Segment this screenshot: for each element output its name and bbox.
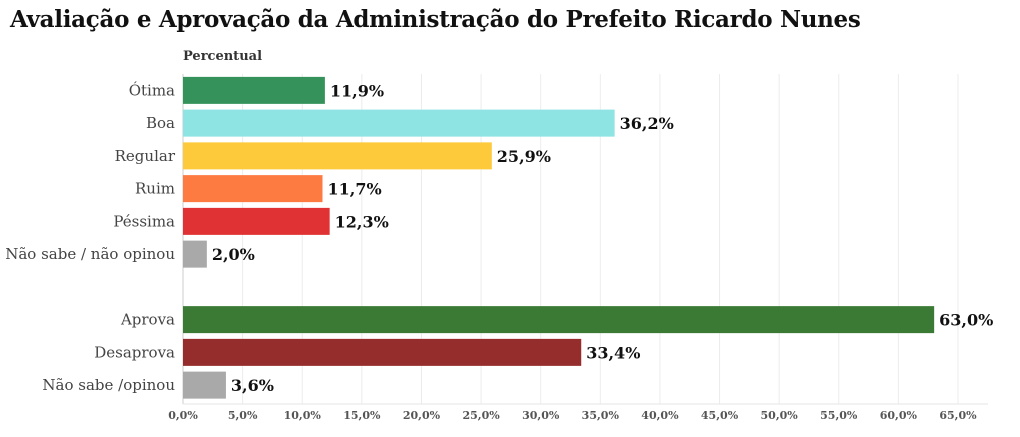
chart-title: Avaliação e Aprovação da Administração d… xyxy=(10,6,861,33)
category-label: Péssima xyxy=(113,212,175,230)
category-label: Não sabe / não opinou xyxy=(5,245,175,263)
data-label: 2,0% xyxy=(212,245,255,264)
x-tick-label: 35,0% xyxy=(582,409,620,422)
axis-title: Percentual xyxy=(183,49,262,64)
x-tick-label: 60,0% xyxy=(880,409,918,422)
category-label: Desaprova xyxy=(94,343,175,361)
data-label: 12,3% xyxy=(335,212,389,231)
x-tick-label: 55,0% xyxy=(820,409,858,422)
x-tick-label: 10,0% xyxy=(284,409,322,422)
category-label: Boa xyxy=(146,114,175,132)
x-tick-label: 5,0% xyxy=(228,409,258,422)
x-tick-label: 45,0% xyxy=(701,409,739,422)
bar xyxy=(183,306,935,334)
data-label: 11,9% xyxy=(330,81,384,100)
category-label: Ótima xyxy=(129,81,175,99)
x-tick-label: 20,0% xyxy=(403,409,441,422)
bar xyxy=(183,240,207,268)
bar xyxy=(183,142,492,170)
x-tick-label: 0,0% xyxy=(168,409,198,422)
x-tick-label: 30,0% xyxy=(522,409,560,422)
data-label: 3,6% xyxy=(231,376,274,395)
category-label: Ruim xyxy=(135,180,175,198)
data-label: 36,2% xyxy=(620,114,674,133)
x-tick-label: 25,0% xyxy=(462,409,500,422)
bar xyxy=(183,338,582,366)
data-label: 11,7% xyxy=(328,180,382,199)
x-tick-label: 50,0% xyxy=(761,409,799,422)
category-label: Regular xyxy=(115,147,176,165)
x-tick-label: 15,0% xyxy=(343,409,381,422)
bar xyxy=(183,207,330,235)
data-label: 25,9% xyxy=(497,147,551,166)
bar xyxy=(183,109,615,137)
bar xyxy=(183,76,325,104)
category-label: Não sabe /opinou xyxy=(42,376,175,394)
data-label: 33,4% xyxy=(586,343,640,362)
category-label: Aprova xyxy=(120,311,175,329)
x-tick-label: 40,0% xyxy=(641,409,679,422)
data-label: 63,0% xyxy=(939,311,993,330)
bar xyxy=(183,175,323,203)
bar xyxy=(183,371,226,399)
x-tick-label: 65,0% xyxy=(939,409,977,422)
